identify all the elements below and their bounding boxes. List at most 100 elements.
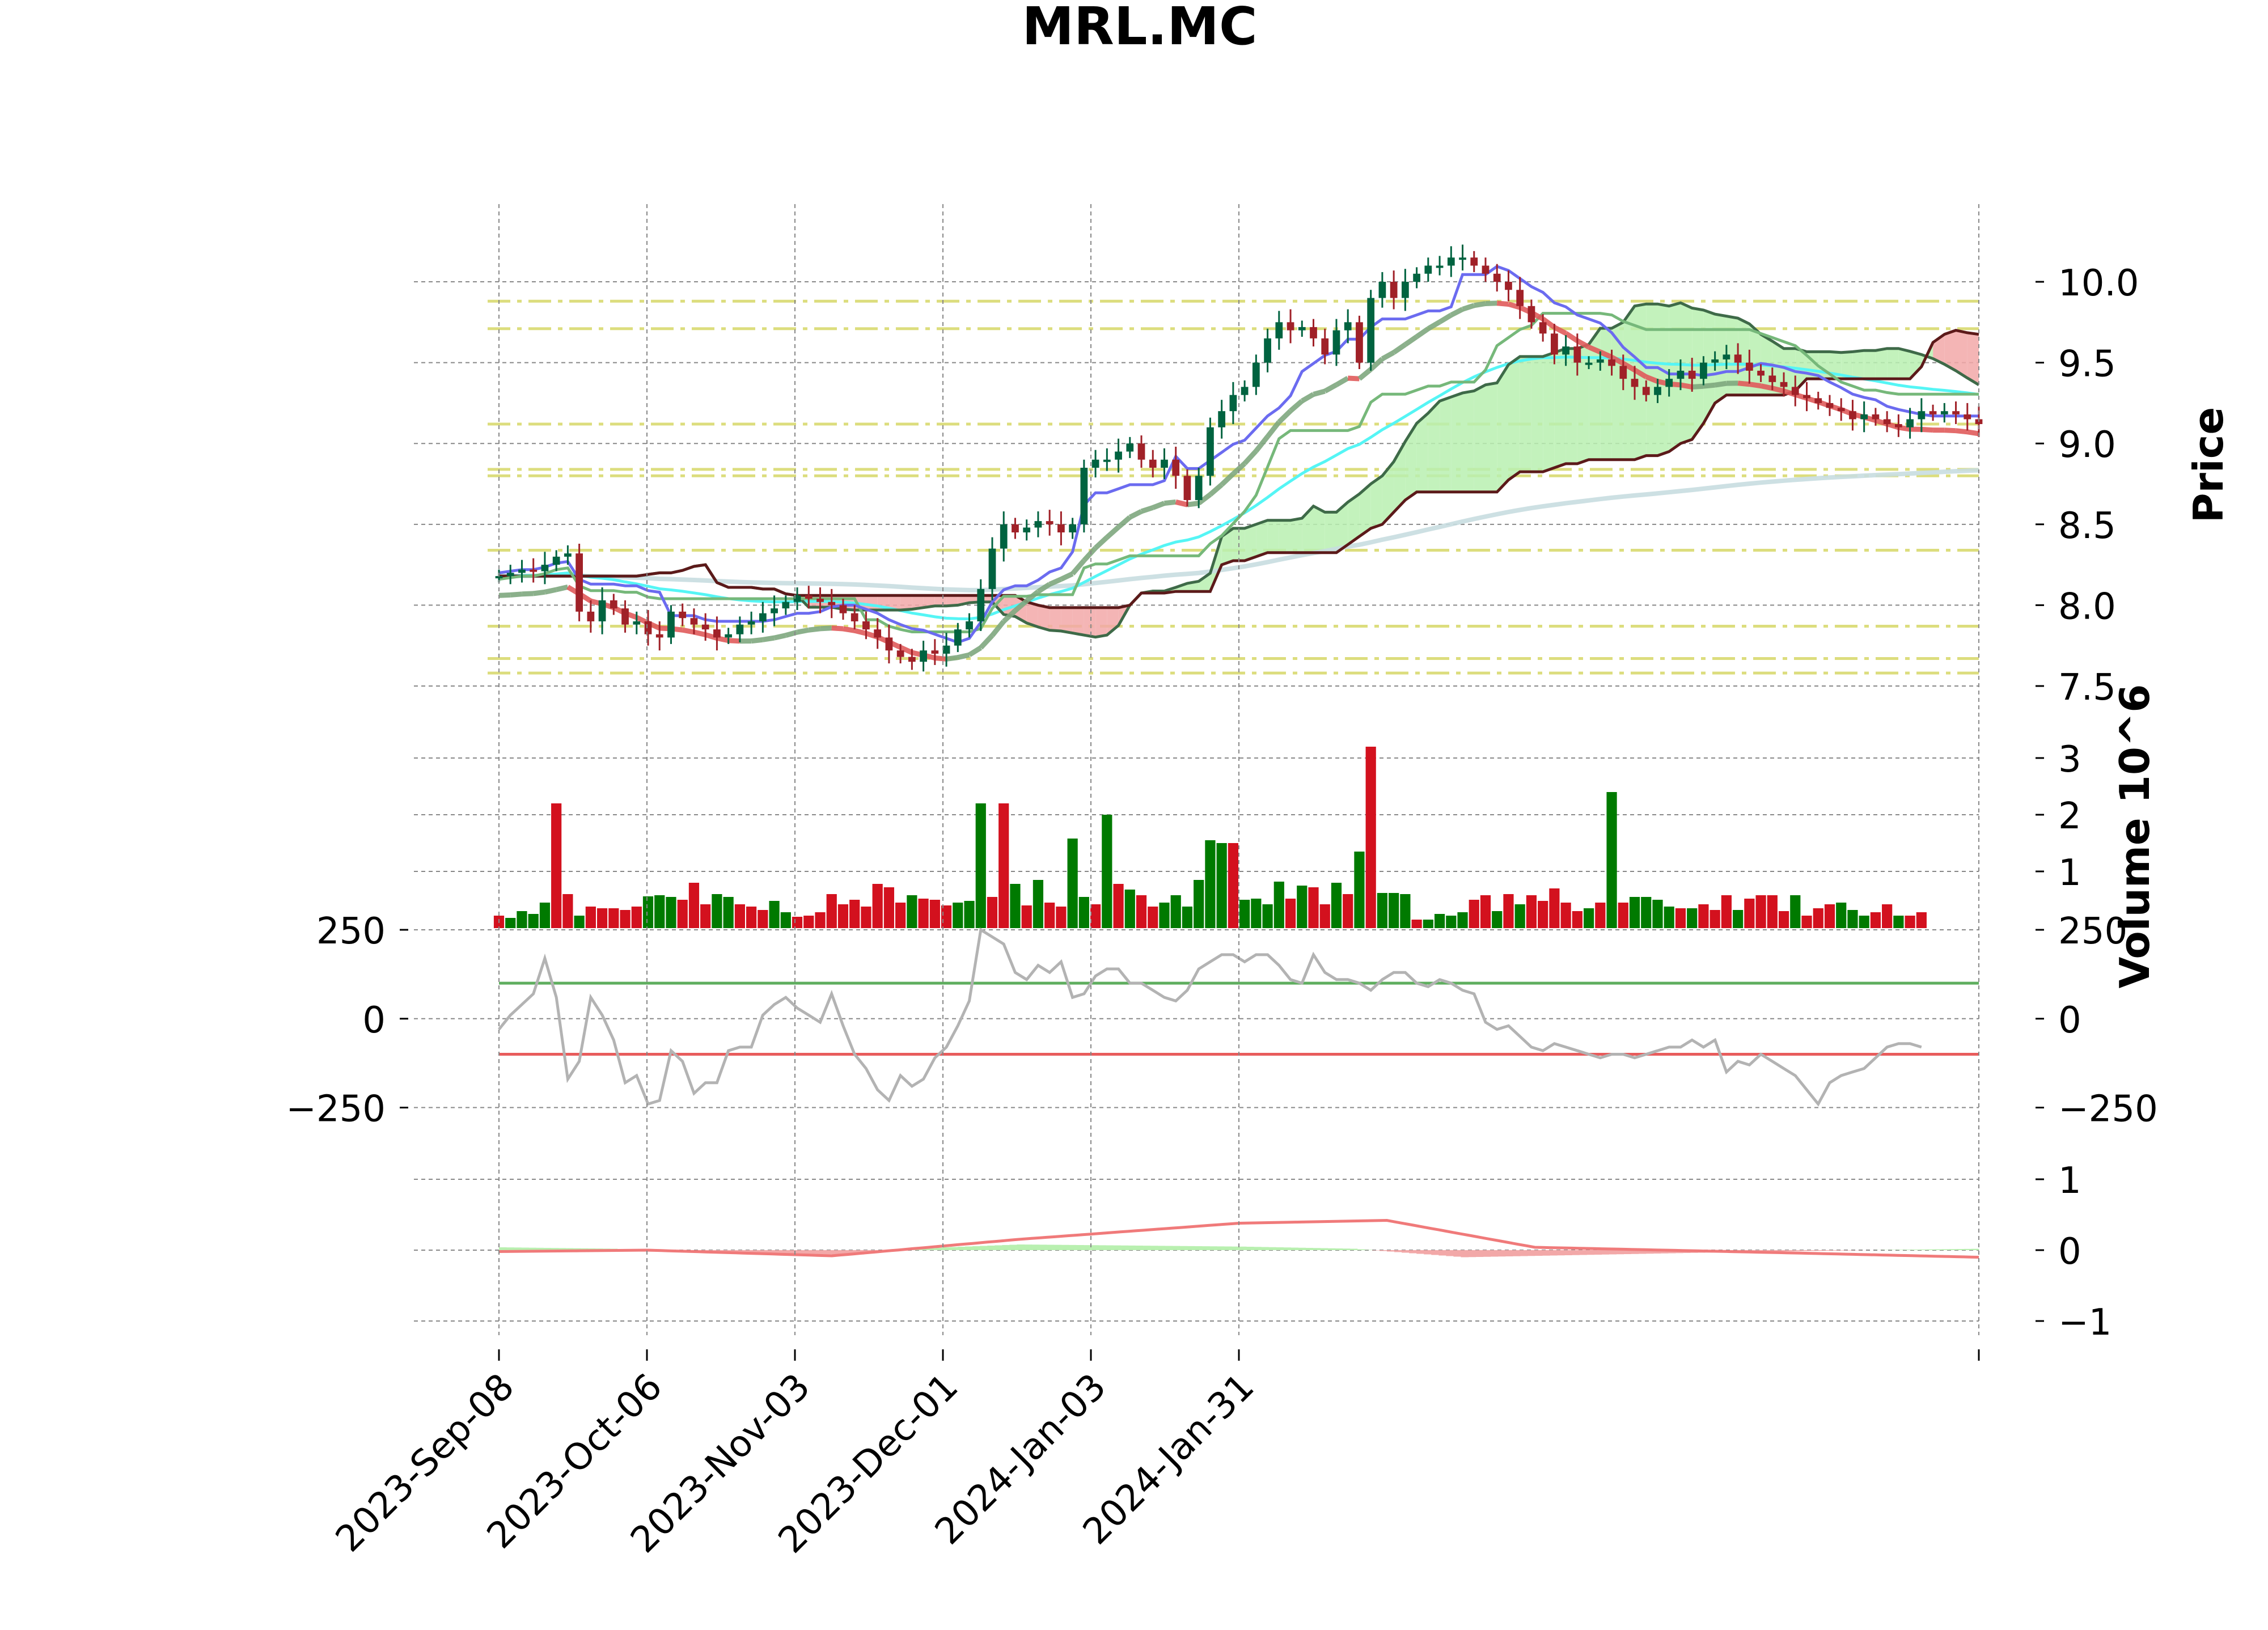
macd-panel: 1 0 −1 xyxy=(414,1160,2112,1344)
volume-bar xyxy=(608,908,619,928)
volume-bar xyxy=(769,901,780,928)
candle-body xyxy=(1275,322,1283,338)
volume-bar xyxy=(1664,907,1674,928)
x-axis: 2023-Sep-082023-Oct-062023-Nov-032023-De… xyxy=(328,204,1980,1561)
macd-histogram-bar xyxy=(1461,1250,1469,1258)
candle-body xyxy=(1860,414,1868,420)
candle-body xyxy=(667,611,675,638)
volume-bar xyxy=(1755,895,1766,928)
ichimoku-cloud xyxy=(1818,352,1830,379)
macd-histogram-bar xyxy=(1801,1250,1809,1251)
macd-histogram-bar xyxy=(1372,1250,1380,1251)
volume-bar xyxy=(964,901,975,928)
macd-histogram-bar xyxy=(1446,1250,1454,1256)
ichimoku-cloud xyxy=(1267,520,1279,553)
macd-histogram-bar xyxy=(1786,1250,1795,1251)
ichimoku-cloud xyxy=(934,595,947,606)
macd-histogram-bar xyxy=(1187,1246,1195,1250)
lagging-span-segment xyxy=(808,626,821,633)
candle-body xyxy=(1883,419,1891,424)
macd-histogram-bar xyxy=(1194,1246,1203,1250)
candle-body xyxy=(759,613,767,621)
lagging-span-segment xyxy=(1403,335,1419,347)
candle-body xyxy=(1654,387,1661,395)
ichimoku-cloud xyxy=(1852,350,1864,379)
lagging-span-segment xyxy=(1415,327,1430,339)
macd-histogram-bar xyxy=(802,1250,810,1254)
volume-bar xyxy=(1216,843,1227,928)
candle-body xyxy=(1149,459,1157,468)
lagging-span-segment xyxy=(1277,409,1293,424)
macd-histogram-bar xyxy=(1402,1250,1410,1253)
ichimoku-cloud xyxy=(1474,384,1486,492)
ichimoku-cloud xyxy=(1107,607,1119,636)
lagging-span-segment xyxy=(979,633,995,650)
candle-body xyxy=(1470,257,1478,266)
lagging-span-segment xyxy=(843,626,855,633)
macd-histogram-bar xyxy=(1934,1249,1943,1250)
volume-bar xyxy=(620,910,631,928)
lagging-span-segment xyxy=(1691,383,1704,390)
candle-body xyxy=(621,608,629,625)
volume-bar xyxy=(1824,904,1835,928)
candle-body xyxy=(1252,362,1260,387)
volume-bar xyxy=(907,895,917,928)
lagging-span-segment xyxy=(1771,386,1785,394)
macd-histogram-bar xyxy=(1505,1250,1513,1256)
macd-histogram-bar xyxy=(1135,1246,1143,1250)
volume-bar xyxy=(1606,792,1617,928)
volume-bar xyxy=(1251,899,1262,928)
volume-bar xyxy=(1389,893,1399,928)
macd-histogram-bar xyxy=(832,1250,840,1255)
macd-histogram-bar xyxy=(1165,1246,1173,1250)
volume-bar xyxy=(1400,894,1411,928)
volume-bar xyxy=(1549,888,1560,928)
lagging-span-segment xyxy=(1152,501,1166,510)
volume-bar xyxy=(1411,920,1422,928)
lagging-span-segment xyxy=(1187,501,1199,507)
candle-body xyxy=(1872,414,1880,420)
candle-body xyxy=(1161,459,1168,468)
candle-body xyxy=(633,621,641,625)
candle-body xyxy=(1447,257,1455,266)
volume-bar xyxy=(528,914,539,928)
ichimoku-cloud xyxy=(1416,413,1428,492)
macd-histogram-bar xyxy=(1261,1247,1269,1250)
volume-bar xyxy=(666,897,676,928)
lagging-span-segment xyxy=(1760,383,1773,391)
volume-bar xyxy=(1021,905,1032,928)
cci-left-tick-label: −250 xyxy=(286,1089,386,1131)
candle-body xyxy=(736,624,744,634)
candle-body xyxy=(506,573,514,577)
lagging-span-segment xyxy=(1082,546,1098,562)
macd-histogram-bar xyxy=(1475,1250,1484,1257)
lagging-span-segment xyxy=(1956,428,1968,435)
macd-histogram-bar xyxy=(1535,1250,1543,1256)
macd-histogram-bar xyxy=(1653,1250,1661,1254)
candle-body xyxy=(1321,338,1329,355)
macd-histogram-bar xyxy=(514,1247,522,1250)
ichimoku-cloud xyxy=(1462,391,1474,492)
volume-bar xyxy=(861,907,871,928)
candle-body xyxy=(805,595,813,599)
macd-histogram-bar xyxy=(1091,1245,1099,1250)
ichimoku-cloud xyxy=(1050,607,1061,631)
macd-histogram-bar xyxy=(580,1248,589,1250)
candle-body xyxy=(1091,459,1099,468)
macd-histogram-bar xyxy=(765,1250,773,1254)
cci-left-tick-label: 0 xyxy=(362,1000,386,1041)
candle-body xyxy=(1126,443,1134,452)
lagging-span-segment xyxy=(1610,354,1624,366)
candle-body xyxy=(1424,265,1432,274)
candle-body xyxy=(518,569,526,573)
macd-histogram-bar xyxy=(1971,1248,1979,1250)
ichimoku-cloud xyxy=(1864,350,1876,379)
macd-histogram-bar xyxy=(1150,1246,1158,1250)
lagging-span-segment xyxy=(1220,472,1235,487)
macd-histogram-bar xyxy=(1024,1244,1033,1250)
macd-histogram-bar xyxy=(1313,1248,1321,1250)
ichimoku-cloud xyxy=(1703,310,1715,424)
macd-histogram-bar xyxy=(1342,1248,1351,1250)
ichimoku-cloud xyxy=(1199,573,1211,592)
macd-histogram-bar xyxy=(1017,1244,1025,1250)
